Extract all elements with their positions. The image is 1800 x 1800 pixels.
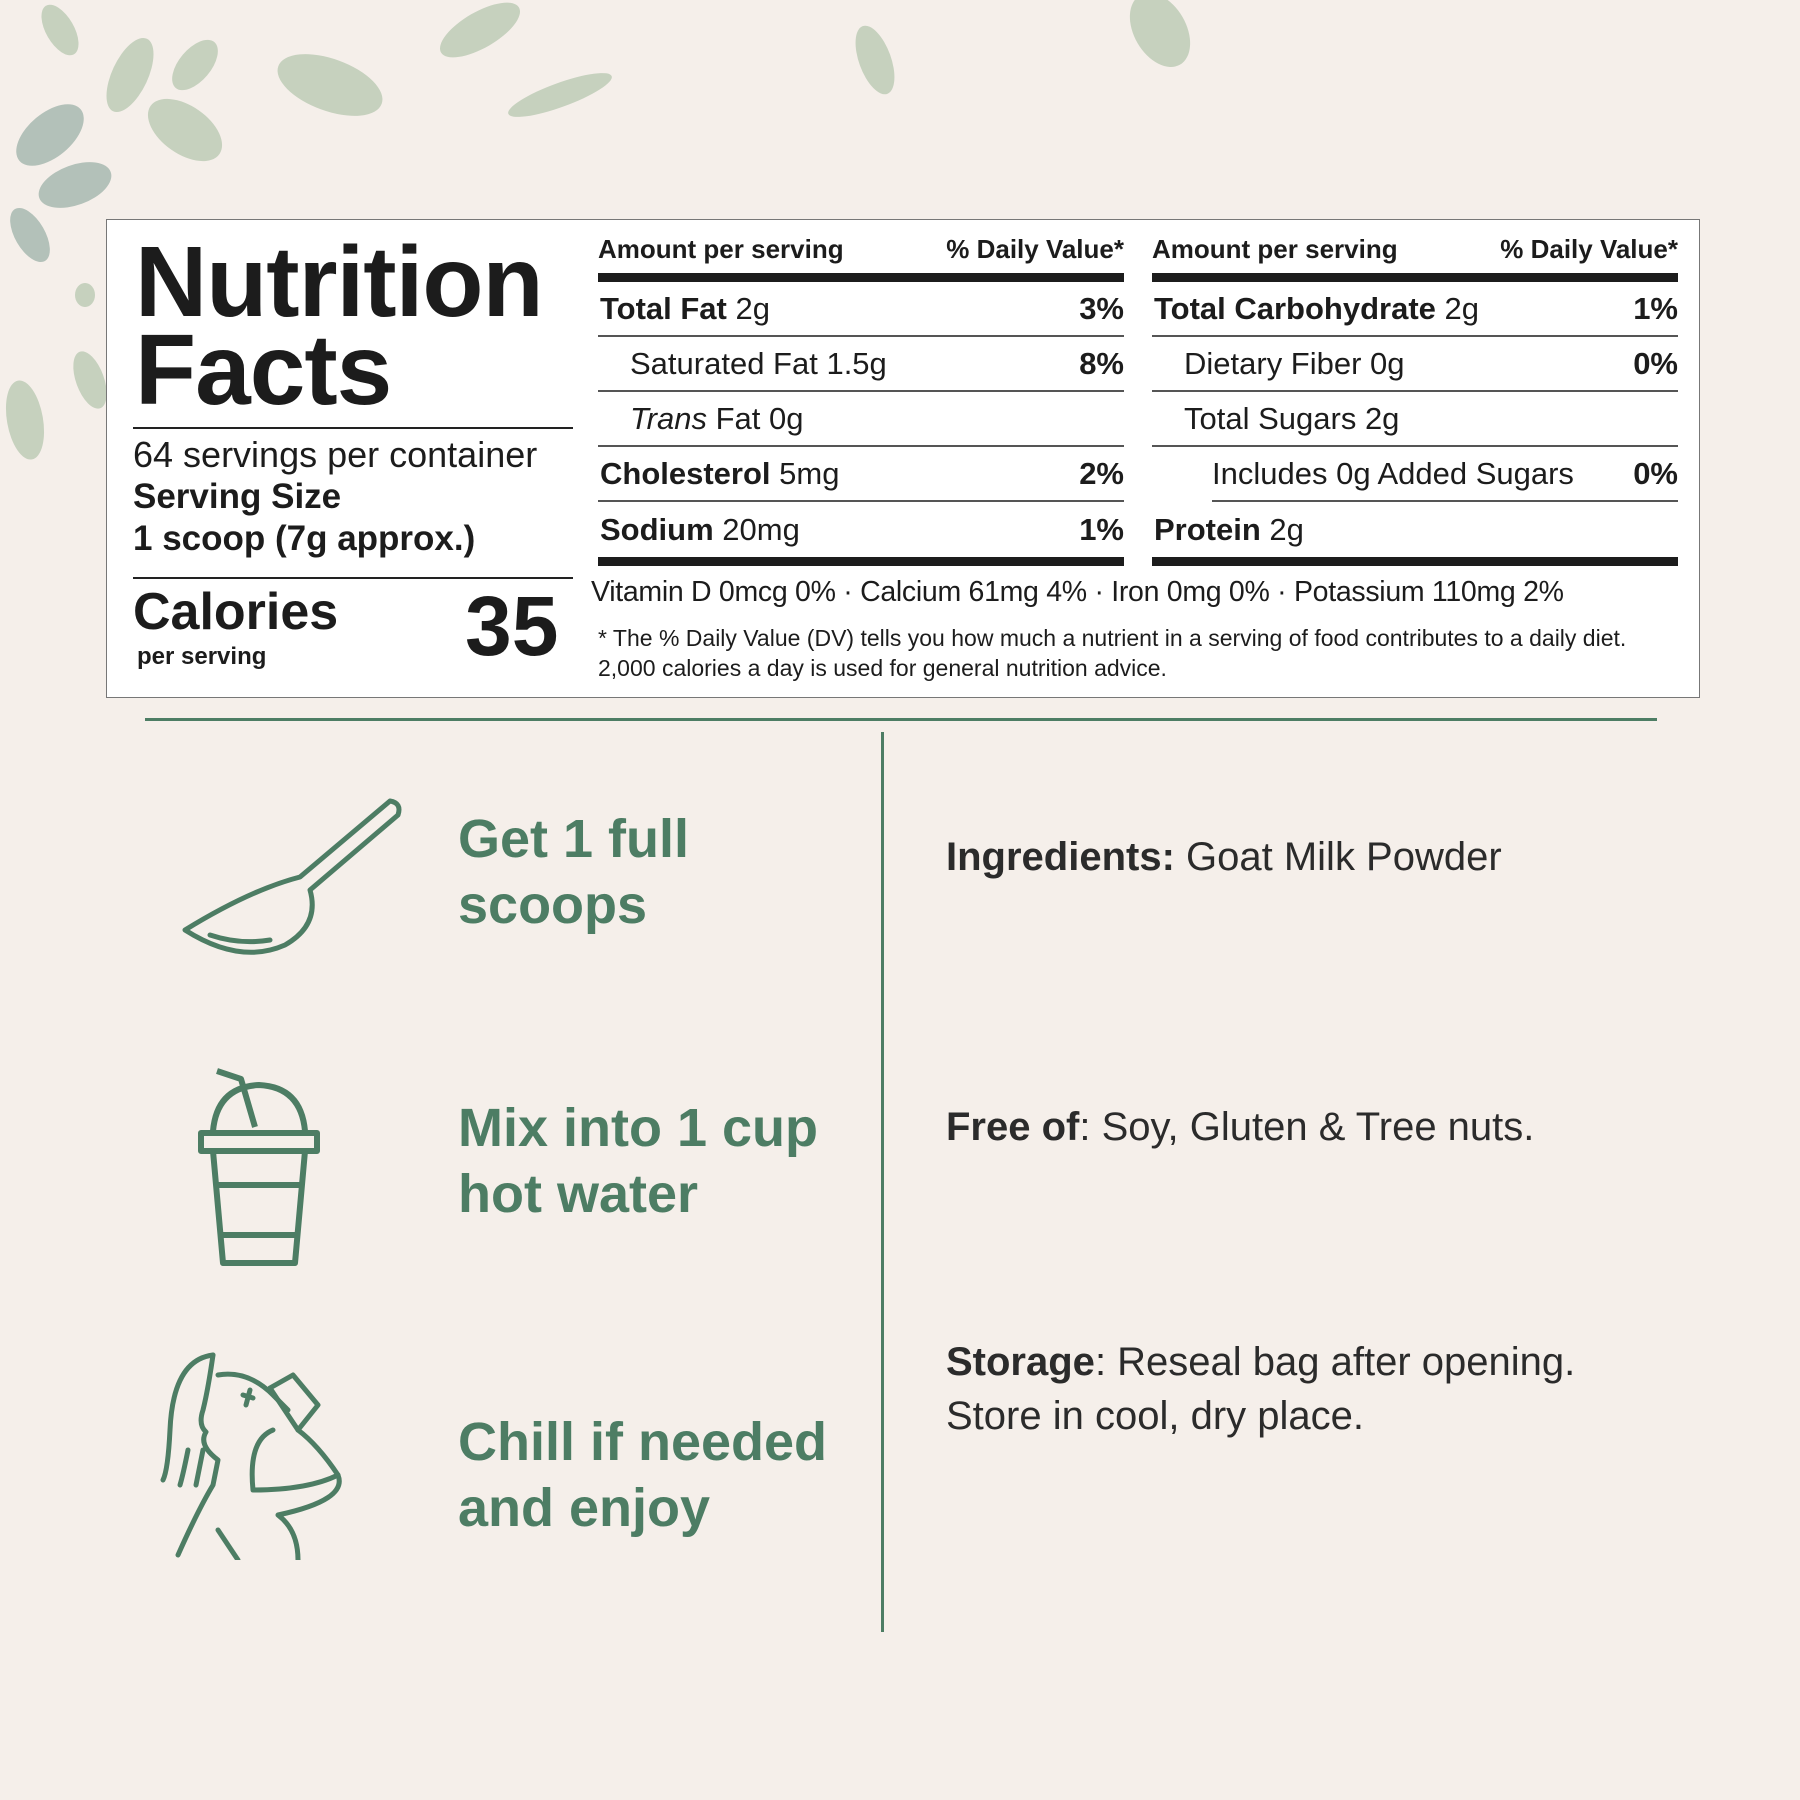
serving-size-value: 1 scoop (7g approx.) (133, 519, 476, 558)
nutrient-daily-value: 2% (1079, 455, 1124, 491)
nutrient-row: Sodium 20mg 1% (598, 502, 1124, 557)
title-line1: Nutrition (135, 226, 544, 338)
vitamins-minerals: Vitamin D 0mcg 0% · Calcium 61mg 4% · Ir… (591, 576, 1564, 608)
divider (133, 427, 573, 429)
nutrient-amount: 2g (1356, 400, 1400, 436)
nutrient-amount: 2g (1260, 511, 1304, 547)
free-of: Free of: Soy, Gluten & Tree nuts. (946, 1100, 1534, 1154)
servings-per-container: 64 servings per container (133, 434, 538, 475)
header-daily-value: % Daily Value* (1500, 234, 1678, 264)
step-1: Get 1 full scoops (458, 806, 689, 938)
nutrient-name: Includes 0g Added Sugars (1212, 455, 1574, 491)
step-line: Mix into 1 cup (458, 1098, 819, 1158)
step-2: Mix into 1 cup hot water (458, 1095, 818, 1227)
nutrient-row: Trans Fat 0g (598, 392, 1124, 447)
nutrient-daily-value: 1% (1633, 290, 1678, 326)
nutrient-name: Sodium (600, 511, 714, 547)
nutrient-amount: 0g (1361, 345, 1405, 381)
nutrient-daily-value: 0% (1633, 345, 1678, 381)
nutrient-label: Total Fat 2g (600, 291, 770, 327)
header-amount: Amount per serving (1152, 234, 1398, 264)
nutrient-label: Total Sugars 2g (1184, 401, 1399, 437)
nutrient-name: Total Fat (600, 290, 727, 326)
storage-label: Storage (946, 1340, 1095, 1384)
decorative-leaves (5, 0, 1191, 460)
header-amount: Amount per serving (598, 234, 844, 264)
scoop-icon (182, 798, 402, 955)
nutrient-row: Saturated Fat 1.5g 8% (598, 337, 1124, 392)
nutrient-name: Total Sugars (1184, 400, 1357, 436)
serving-info: 64 servings per container Serving Size 1… (133, 434, 537, 560)
free-of-value: : Soy, Gluten & Tree nuts. (1079, 1105, 1535, 1149)
serving-size-label: Serving Size (133, 477, 342, 516)
nutrition-facts-title: Nutrition Facts (135, 226, 544, 426)
nutrient-name: Trans (630, 400, 707, 436)
nutrient-daily-value: 8% (1079, 345, 1124, 381)
nutrient-amount: 2g (726, 290, 770, 326)
nutrient-row: Dietary Fiber 0g 0% (1152, 337, 1678, 392)
nutrient-label: Sodium 20mg (600, 512, 800, 548)
nutrient-amount: 5mg (770, 455, 840, 491)
ingredients-value: Goat Milk Powder (1174, 835, 1502, 879)
step-line: hot water (458, 1164, 699, 1224)
nutrient-label: Protein 2g (1154, 512, 1304, 548)
calories-value: 35 (465, 579, 559, 673)
section-divider (145, 718, 1657, 721)
nutrient-name: Protein (1154, 511, 1261, 547)
free-of-label: Free of (946, 1105, 1080, 1149)
header-daily-value: % Daily Value* (946, 234, 1124, 264)
storage-line2: Store in cool, dry place. (946, 1394, 1364, 1438)
thick-rule (1152, 273, 1678, 282)
cup-with-straw-icon (198, 1068, 320, 1266)
nutrition-facts-label: Nutrition Facts 64 servings per containe… (106, 219, 1700, 698)
thick-rule (1152, 557, 1678, 566)
nutrient-label: Includes 0g Added Sugars (1212, 456, 1574, 492)
ingredients-label: Ingredients: (946, 835, 1175, 879)
column-header: Amount per serving % Daily Value* (1152, 234, 1678, 268)
daily-value-footnote: * The % Daily Value (DV) tells you how m… (598, 625, 1627, 681)
nutrient-row: Includes 0g Added Sugars 0% (1212, 447, 1678, 502)
nutrient-row: Total Carbohydrate 2g 1% (1152, 282, 1678, 337)
title-line2: Facts (135, 314, 392, 426)
storage-line1: : Reseal bag after opening. (1094, 1340, 1576, 1384)
nutrient-label: Trans Fat 0g (630, 401, 803, 437)
thick-rule (598, 273, 1124, 282)
nutrient-daily-value: 1% (1079, 511, 1124, 547)
step-line: Chill if needed (458, 1412, 828, 1472)
nutrient-name: Dietary Fiber (1184, 345, 1362, 381)
divider (133, 577, 573, 579)
calories-label: Calories (133, 583, 339, 641)
nutrient-name: Total Carbohydrate (1154, 290, 1436, 326)
step-line: Get 1 full (458, 809, 690, 869)
step-line: scoops (458, 875, 648, 935)
ingredients: Ingredients: Goat Milk Powder (946, 830, 1502, 884)
nutrient-amount: Fat 0g (706, 400, 804, 436)
nutrient-label: Total Carbohydrate 2g (1154, 291, 1479, 327)
nutrient-row: Cholesterol 5mg 2% (598, 447, 1124, 502)
nutrient-amount: 20mg (713, 511, 800, 547)
column-divider (881, 732, 884, 1632)
nutrient-label: Saturated Fat 1.5g (630, 346, 887, 382)
nutrient-label: Dietary Fiber 0g (1184, 346, 1405, 382)
storage: Storage: Reseal bag after opening. Store … (946, 1335, 1575, 1443)
nutrient-amount: 1.5g (817, 345, 887, 381)
nutrient-row: Total Fat 2g 3% (598, 282, 1124, 337)
woman-drinking-icon (160, 1352, 342, 1560)
column-header: Amount per serving % Daily Value* (598, 234, 1124, 268)
nutrient-row: Total Sugars 2g (1152, 392, 1678, 447)
nutrient-daily-value: 0% (1633, 455, 1678, 491)
nutrient-daily-value: 3% (1079, 290, 1124, 326)
nutrient-amount: 2g (1435, 290, 1480, 326)
thick-rule (598, 557, 1124, 566)
nutrient-name: Saturated Fat (630, 345, 818, 381)
nutrient-name: Cholesterol (600, 455, 771, 491)
step-3: Chill if needed and enjoy (458, 1409, 827, 1541)
calories-per-serving: per serving (137, 643, 267, 670)
nutrient-label: Cholesterol 5mg (600, 456, 839, 492)
nutrient-row: Protein 2g (1152, 502, 1678, 557)
step-line: and enjoy (458, 1478, 711, 1538)
